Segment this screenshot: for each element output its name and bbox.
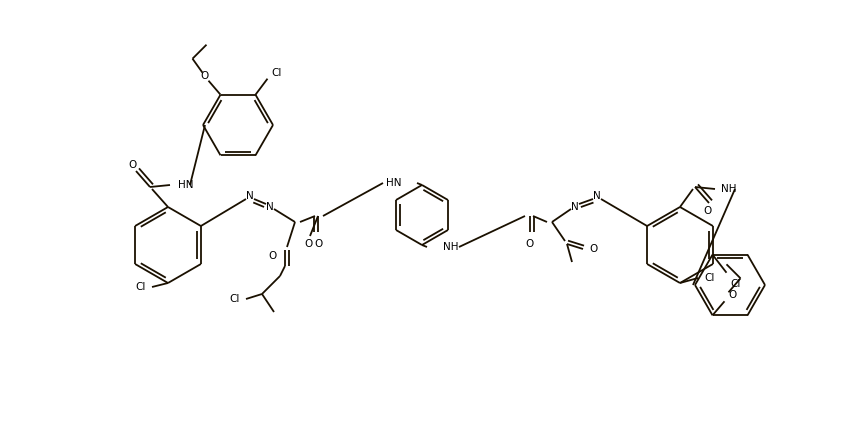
- Text: O: O: [314, 239, 322, 249]
- Text: N: N: [593, 191, 601, 201]
- Text: O: O: [589, 244, 598, 254]
- Text: N: N: [246, 191, 254, 201]
- Text: O: O: [268, 251, 277, 261]
- Text: NH: NH: [443, 242, 458, 252]
- Text: O: O: [128, 160, 136, 170]
- Text: O: O: [526, 239, 534, 249]
- Text: N: N: [266, 202, 273, 212]
- Text: HN: HN: [386, 178, 401, 188]
- Text: Cl: Cl: [704, 273, 714, 283]
- Text: Cl: Cl: [136, 282, 146, 292]
- Text: Cl: Cl: [272, 68, 282, 78]
- Text: O: O: [304, 239, 312, 249]
- Text: HN: HN: [178, 180, 193, 190]
- Text: NH: NH: [721, 184, 737, 194]
- Text: O: O: [703, 206, 711, 216]
- Text: O: O: [728, 290, 737, 300]
- Text: N: N: [571, 202, 579, 212]
- Text: O: O: [200, 71, 208, 81]
- Text: Cl: Cl: [230, 294, 240, 304]
- Text: Cl: Cl: [731, 279, 741, 289]
